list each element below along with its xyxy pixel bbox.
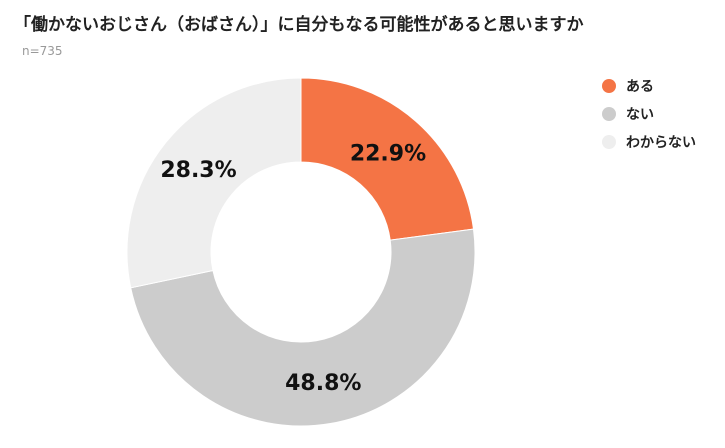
- slice-aru: [300, 77, 475, 241]
- legend: ある ない わからない: [602, 72, 696, 156]
- slice-value-label: 48.8%: [285, 371, 361, 396]
- sample-size: n=735: [22, 44, 63, 58]
- legend-item-wakaranai: わからない: [602, 128, 696, 156]
- legend-label: ある: [626, 79, 654, 95]
- legend-item-aru: ある: [602, 72, 696, 100]
- legend-swatch: [602, 79, 616, 93]
- legend-label: ない: [626, 107, 654, 123]
- legend-swatch: [602, 107, 616, 121]
- legend-label: わからない: [626, 135, 696, 151]
- slice-value-label: 22.9%: [350, 142, 426, 167]
- slice-nai: [130, 228, 476, 427]
- slice-value-label: 28.3%: [160, 158, 236, 183]
- legend-item-nai: ない: [602, 100, 696, 128]
- legend-swatch: [602, 135, 616, 149]
- slice-wakaranai: [126, 77, 302, 289]
- chart-title: 「働かないおじさん（おばさん）」に自分もなる可能性があると思いますか: [14, 15, 584, 35]
